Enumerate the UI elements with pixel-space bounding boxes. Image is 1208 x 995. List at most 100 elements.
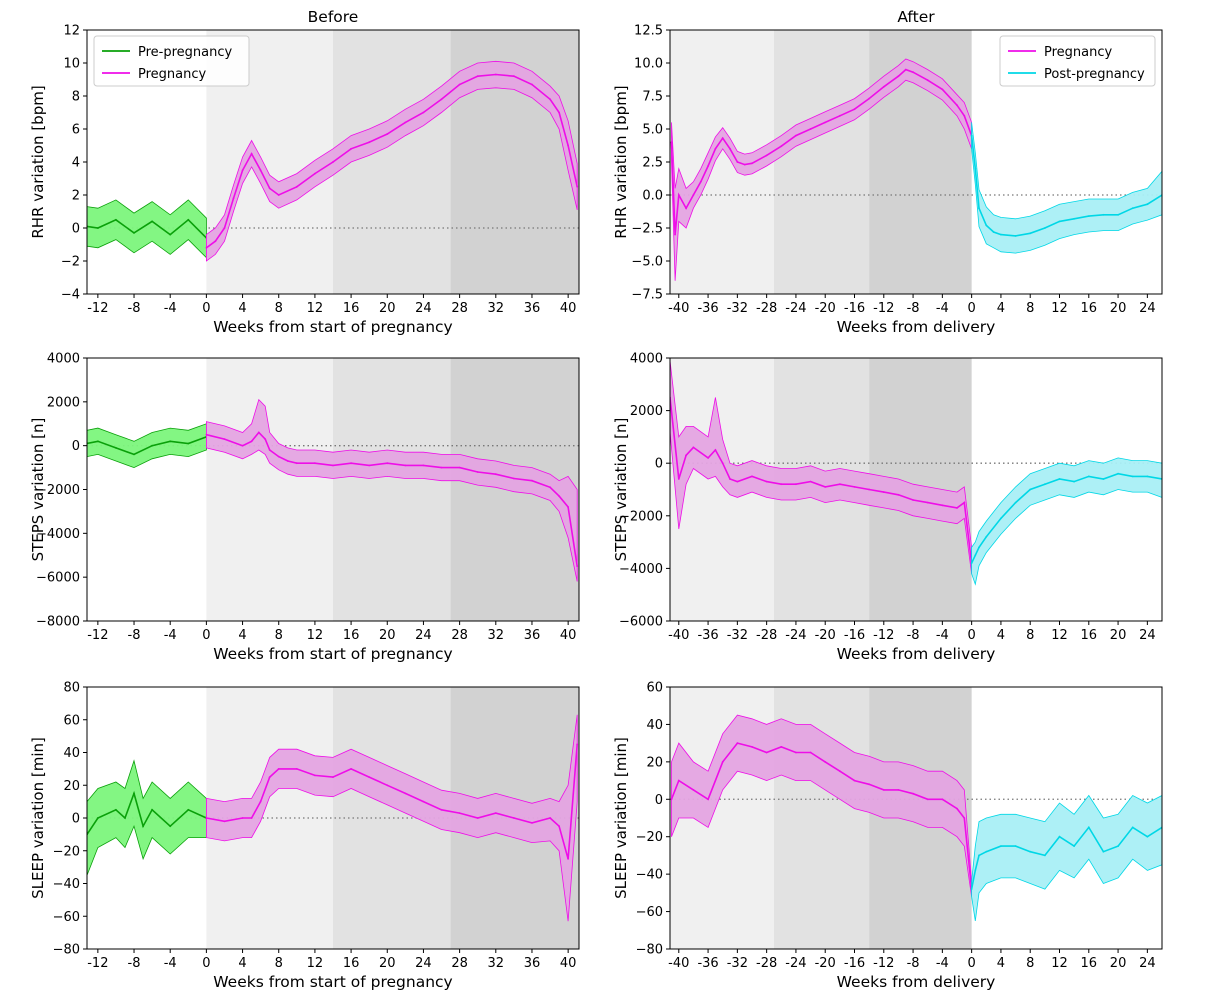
point-pregnancy: [295, 768, 298, 770]
x-tick-label: 20: [379, 956, 396, 971]
y-tick-label: −60: [636, 905, 663, 920]
y-tick-label: −20: [636, 830, 663, 845]
point-pregnancy: [223, 438, 226, 440]
y-tick-label: 12: [63, 24, 80, 39]
x-tick-label: 24: [1139, 628, 1156, 643]
y-tick-label: 2: [72, 189, 80, 204]
point-pregnancy: [714, 449, 717, 451]
point-pre-pregnancy: [133, 792, 135, 795]
point-pre-pregnancy: [142, 825, 145, 828]
point-pregnancy: [743, 163, 746, 166]
point-post-pregnancy: [1102, 850, 1105, 853]
x-tick-label: -12: [87, 628, 108, 643]
x-tick-label: 0: [202, 956, 210, 971]
chart-sleep-after: -40 -36 -32 -28 -24 -20 -16 -12 -8 -4 0 4 8 12 16 20 24−…: [612, 681, 1163, 991]
point-pregnancy: [882, 789, 885, 791]
point-pregnancy: [809, 128, 812, 130]
point-pregnancy: [422, 800, 425, 803]
point-pregnancy: [386, 133, 389, 135]
point-post-pregnancy: [1058, 220, 1061, 223]
point-pregnancy: [264, 438, 267, 440]
x-tick-label: -28: [756, 956, 777, 971]
point-pregnancy: [286, 460, 289, 462]
y-tick-label: −2.5: [631, 222, 663, 237]
x-tick-label: 24: [415, 628, 432, 643]
point-pre-pregnancy: [169, 440, 172, 443]
point-post-pregnancy: [1073, 845, 1075, 847]
point-pregnancy: [685, 207, 687, 210]
point-pre-pregnancy: [133, 232, 135, 234]
point-pregnancy: [241, 169, 244, 172]
y-tick-label: −80: [636, 943, 663, 958]
x-tick-label: -8: [128, 301, 141, 316]
chart-title: Before: [308, 8, 359, 26]
point-pregnancy: [250, 152, 253, 155]
point-post-pregnancy: [970, 562, 973, 564]
y-tick-label: −4000: [619, 562, 663, 577]
y-tick-label: 10.0: [634, 57, 663, 72]
point-pregnancy: [963, 501, 966, 504]
x-tick-label: -36: [697, 301, 718, 316]
point-pre-pregnancy: [124, 817, 126, 819]
point-post-pregnancy: [1102, 213, 1105, 216]
y-tick-label: −20: [53, 844, 80, 859]
y-axis-label: STEPS variation [n]: [29, 418, 47, 562]
point-post-pregnancy: [1014, 501, 1017, 504]
point-pregnancy: [795, 483, 797, 486]
y-tick-label: 0: [72, 812, 80, 827]
point-pregnancy: [795, 751, 797, 754]
x-tick-label: 28: [451, 956, 468, 971]
x-tick-label: -12: [87, 956, 108, 971]
axes-frame: [669, 357, 1163, 622]
point-pre-pregnancy: [151, 444, 154, 447]
point-pregnancy: [494, 473, 497, 476]
point-pre-pregnancy: [169, 233, 172, 236]
trimester-shade-2: [773, 30, 870, 294]
point-pregnancy: [549, 817, 551, 819]
point-pre-pregnancy: [133, 453, 135, 456]
point-pregnancy: [707, 165, 709, 167]
x-tick-label: 4: [997, 301, 1005, 316]
x-tick-label: 4: [238, 956, 246, 971]
point-pregnancy: [904, 68, 907, 71]
x-tick-label: -20: [815, 956, 836, 971]
y-tick-label: 60: [646, 681, 663, 696]
point-pregnancy: [567, 506, 569, 508]
point-pre-pregnancy: [151, 808, 154, 811]
x-tick-label: -40: [668, 628, 689, 643]
point-post-pregnancy: [978, 546, 980, 549]
point-pregnancy: [926, 798, 929, 801]
y-tick-label: 2000: [47, 395, 80, 410]
point-post-pregnancy: [985, 535, 988, 538]
point-pregnancy: [368, 141, 371, 144]
y-tick-label: 40: [63, 746, 80, 761]
line-pre-pregnancy: [87, 218, 207, 239]
point-pregnancy: [897, 789, 900, 791]
y-tick-label: −80: [53, 943, 80, 958]
point-pregnancy: [368, 776, 371, 778]
x-tick-label: -12: [873, 628, 894, 643]
point-pregnancy: [729, 147, 731, 150]
point-pregnancy: [839, 483, 841, 486]
plot-area: [87, 398, 579, 582]
point-pregnancy: [685, 454, 687, 457]
x-tick-label: 8: [275, 628, 283, 643]
x-tick-label: 16: [1081, 628, 1098, 643]
x-tick-label: -20: [815, 628, 836, 643]
x-tick-label: -32: [727, 956, 748, 971]
point-pregnancy: [839, 770, 841, 773]
y-tick-label: 7.5: [642, 90, 663, 105]
point-post-pregnancy: [1058, 478, 1061, 480]
x-tick-label: 36: [524, 956, 541, 971]
x-tick-label: -40: [668, 956, 689, 971]
point-pregnancy: [494, 73, 497, 76]
y-tick-label: 20: [63, 779, 80, 794]
point-pregnancy: [699, 180, 702, 183]
x-axis-label: Weeks from start of pregnancy: [213, 318, 452, 336]
chart-rhr-after: -40 -36 -32 -28 -24 -20 -16 -12 -8 -4 0 4 8 12 16 20 24−…: [612, 8, 1163, 336]
legend-entry: Pregnancy: [1044, 45, 1113, 60]
x-tick-label: 0: [968, 628, 976, 643]
line-pre-pregnancy: [87, 790, 207, 835]
point-post-pregnancy: [1029, 850, 1032, 853]
point-pregnancy: [214, 240, 217, 243]
